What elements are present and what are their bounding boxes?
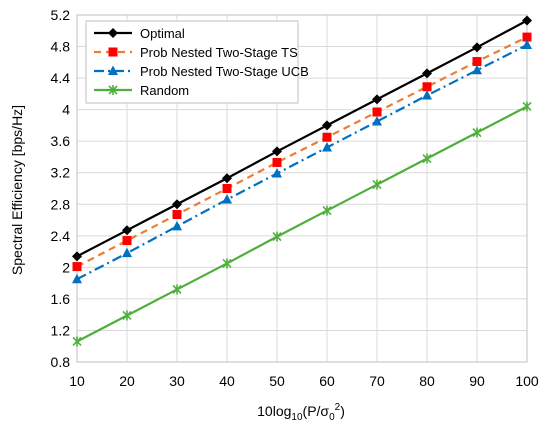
plot-area-border xyxy=(76,14,528,363)
data-point-star xyxy=(472,127,482,138)
y-tick-label: 4.8 xyxy=(51,39,71,55)
data-point-diamond xyxy=(372,94,382,105)
data-point-triangle xyxy=(422,89,432,100)
data-point-square xyxy=(222,184,232,193)
data-point-square xyxy=(122,236,132,246)
y-tick-label: 0.8 xyxy=(51,354,71,370)
y-tick-label: 4.4 xyxy=(51,70,71,86)
x-tick-label: 90 xyxy=(469,373,485,389)
data-point-diamond xyxy=(222,173,232,184)
legend-entry: Prob Nested Two-Stage UCB xyxy=(94,64,309,79)
x-axis-ticks: 10 20 30 40 50 60 70 80 90 100 xyxy=(69,373,539,389)
data-point-diamond xyxy=(522,15,532,26)
data-point-diamond xyxy=(122,225,132,236)
x-axis-label: 10log10(P/σ02) xyxy=(257,402,345,423)
y-tick-label: 5.2 xyxy=(51,7,71,23)
data-point-triangle xyxy=(72,273,82,284)
data-point-square xyxy=(322,132,332,142)
series-prob-nested-two-stage-ucb xyxy=(72,39,532,284)
data-point-diamond xyxy=(472,42,482,53)
data-point-triangle xyxy=(222,194,232,204)
series-line xyxy=(76,105,528,343)
legend-label: Optimal xyxy=(140,26,185,41)
x-axis-label-part: (P/σ xyxy=(303,403,330,419)
y-tick-label: 2.4 xyxy=(51,228,71,244)
x-tick-label: 20 xyxy=(119,373,135,389)
data-point-star xyxy=(72,336,82,347)
x-axis-label-part: ) xyxy=(340,403,345,419)
data-point-diamond xyxy=(72,251,82,262)
data-point-star xyxy=(108,85,118,95)
series-line xyxy=(76,43,528,281)
y-axis-ticks: 0.8 1.2 1.6 2 2.4 2.8 3.2 3.6 4 4.4 4.8 5.2 xyxy=(51,7,71,370)
legend-label: Random xyxy=(140,83,189,98)
x-tick-label: 70 xyxy=(369,373,385,389)
data-point-triangle xyxy=(172,220,182,231)
data-point-diamond xyxy=(172,199,182,210)
x-tick-label: 100 xyxy=(515,373,539,389)
x-tick-label: 40 xyxy=(219,373,235,389)
y-tick-label: 3.6 xyxy=(51,133,71,149)
data-point-diamond xyxy=(108,28,118,38)
y-tick-label: 2 xyxy=(62,259,70,275)
data-point-triangle xyxy=(122,247,132,258)
series-line xyxy=(76,36,528,268)
data-point-square xyxy=(422,82,432,92)
legend-label: Prob Nested Two-Stage TS xyxy=(140,45,298,60)
legend-entry: Prob Nested Two-Stage TS xyxy=(94,45,298,60)
legend: Optimal Prob Nested Two-Stage TS Prob Nest… xyxy=(85,20,309,104)
x-axis-label-part: 10log xyxy=(257,403,291,419)
x-tick-label: 10 xyxy=(69,373,85,389)
data-point-star xyxy=(422,153,432,164)
data-point-star xyxy=(322,205,332,216)
data-point-square xyxy=(272,157,282,167)
legend-entry: Random xyxy=(94,83,189,98)
data-point-triangle xyxy=(372,115,382,126)
data-point-star xyxy=(522,101,532,112)
x-tick-label: 50 xyxy=(269,373,285,389)
x-axis-label-superscript: 2 xyxy=(335,402,341,413)
legend-entry: Optimal xyxy=(94,26,185,41)
data-point-square xyxy=(72,262,82,272)
series-prob-nested-two-stage-ts xyxy=(72,32,532,272)
data-point-triangle xyxy=(522,39,532,49)
data-point-star xyxy=(122,310,132,321)
series-line xyxy=(76,19,528,258)
series-optimal xyxy=(72,15,532,262)
series-random xyxy=(72,101,532,347)
y-tick-label: 4 xyxy=(62,102,70,118)
y-axis-label: Spectral Efficiency [bps/Hz] xyxy=(9,105,25,275)
plot-frame xyxy=(76,14,528,363)
data-point-diamond xyxy=(322,120,332,131)
data-point-triangle xyxy=(322,141,332,152)
data-point-star xyxy=(172,284,182,295)
x-tick-label: 30 xyxy=(169,373,185,389)
data-point-star xyxy=(372,179,382,190)
legend-label: Prob Nested Two-Stage UCB xyxy=(140,64,309,79)
x-axis-label-subscript: 0 xyxy=(329,412,335,423)
data-point-triangle xyxy=(472,64,482,75)
y-tick-label: 1.2 xyxy=(51,322,71,338)
x-tick-label: 60 xyxy=(319,373,335,389)
data-point-square xyxy=(108,47,118,57)
y-tick-label: 3.2 xyxy=(51,165,71,181)
data-point-triangle xyxy=(272,168,282,178)
data-point-square xyxy=(372,107,382,117)
data-point-square xyxy=(522,32,532,42)
data-point-star xyxy=(272,231,282,242)
x-axis-label-subscript: 10 xyxy=(291,412,303,423)
data-point-square xyxy=(172,210,182,220)
series-layer xyxy=(72,15,532,347)
data-point-star xyxy=(222,258,232,269)
y-tick-label: 1.6 xyxy=(51,291,71,307)
data-point-diamond xyxy=(422,68,432,79)
x-tick-label: 80 xyxy=(419,373,435,389)
data-point-diamond xyxy=(272,146,282,157)
y-tick-label: 2.8 xyxy=(51,196,71,212)
data-point-triangle xyxy=(108,65,118,75)
data-point-square xyxy=(472,57,482,67)
